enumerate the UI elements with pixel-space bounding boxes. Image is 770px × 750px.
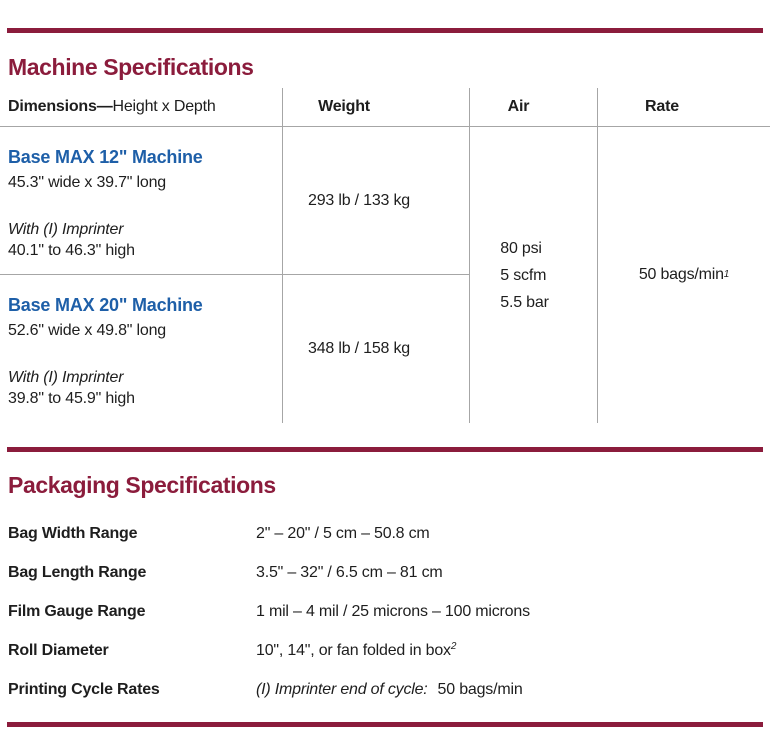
bottom-divider-rule bbox=[7, 722, 763, 727]
roll-diameter-label: Roll Diameter bbox=[8, 641, 109, 659]
column-header-rate: Rate bbox=[598, 88, 770, 127]
column-header-weight: Weight bbox=[283, 88, 470, 127]
top-divider-rule bbox=[7, 28, 763, 33]
air-cell: 80 psi 5 scfm 5.5 bar bbox=[470, 127, 598, 423]
bag-length-range-value: 3.5" – 32" / 6.5 cm – 81 cm bbox=[256, 563, 443, 581]
machine-name-max12: Base MAX 12" Machine bbox=[8, 147, 203, 167]
air-psi: 80 psi bbox=[500, 239, 542, 257]
printing-cycle-rate: 50 bags/min bbox=[437, 680, 523, 698]
air-scfm: 5 scfm bbox=[500, 266, 547, 284]
rate-header-label: Rate bbox=[645, 98, 679, 115]
column-header-air: Air bbox=[470, 88, 598, 127]
dimensions-cell-max20: Base MAX 20" Machine 52.6" wide x 49.8" … bbox=[0, 275, 283, 423]
rate-value: 50 bags/min bbox=[638, 266, 724, 283]
weight-cell-max12: 293 lb / 133 kg bbox=[283, 127, 470, 275]
air-bar: 5.5 bar bbox=[500, 293, 549, 311]
column-header-dimensions: Dimensions— Height x Depth bbox=[0, 88, 283, 127]
dimensions-header-bold: Dimensions— bbox=[8, 98, 113, 115]
packaging-row-printing-cycle: Printing Cycle Rates (I) Imprinter end o… bbox=[0, 670, 770, 709]
imprinter-height-max20: 39.8" to 45.9" high bbox=[8, 390, 135, 407]
packaging-row-film-gauge: Film Gauge Range 1 mil – 4 mil / 25 micr… bbox=[0, 592, 770, 631]
film-gauge-range-label: Film Gauge Range bbox=[8, 602, 146, 620]
packaging-spec-list: Bag Width Range 2" – 20" / 5 cm – 50.8 c… bbox=[0, 514, 770, 709]
roll-diameter-value: 10", 14", or fan folded in box2 bbox=[256, 640, 770, 660]
imprinter-height-max12: 40.1" to 46.3" high bbox=[8, 242, 135, 259]
middle-divider-rule bbox=[7, 447, 763, 452]
printing-cycle-rates-label: Printing Cycle Rates bbox=[8, 680, 160, 698]
machine-specifications-title: Machine Specifications bbox=[8, 54, 254, 80]
bag-width-range-value: 2" – 20" / 5 cm – 50.8 cm bbox=[256, 524, 430, 542]
rate-cell: 50 bags/min 1 bbox=[638, 266, 730, 283]
machine-spec-table: Dimensions— Height x Depth Weight Air Rat… bbox=[0, 88, 770, 423]
machine-name-max20: Base MAX 20" Machine bbox=[8, 295, 203, 315]
air-header-label: Air bbox=[507, 98, 530, 115]
bag-length-range-label: Bag Length Range bbox=[8, 563, 147, 581]
imprinter-note-max20: With (I) Imprinter bbox=[8, 369, 124, 386]
bag-width-range-label: Bag Width Range bbox=[8, 524, 138, 542]
air-values: 80 psi 5 scfm 5.5 bar bbox=[500, 235, 549, 316]
roll-diameter-text: 10", 14", or fan folded in box bbox=[256, 641, 451, 659]
weight-value-max20: 348 lb / 158 kg bbox=[308, 340, 410, 357]
weight-header-label: Weight bbox=[318, 98, 370, 115]
film-gauge-range-value: 1 mil – 4 mil / 25 microns – 100 microns bbox=[256, 602, 530, 620]
weight-cell-max20: 348 lb / 158 kg bbox=[283, 275, 470, 423]
roll-diameter-footnote-marker: 2 bbox=[450, 640, 457, 652]
packaging-row-bag-width: Bag Width Range 2" – 20" / 5 cm – 50.8 c… bbox=[0, 514, 770, 553]
imprinter-note-max12: With (I) Imprinter bbox=[8, 221, 124, 238]
printing-cycle-rates-value: (I) Imprinter end of cycle: 50 bags/min bbox=[256, 681, 770, 699]
weight-value-max12: 293 lb / 133 kg bbox=[308, 191, 410, 209]
packaging-row-roll-diameter: Roll Diameter 10", 14", or fan folded in… bbox=[0, 631, 770, 670]
machine-footprint-max20: 52.6" wide x 49.8" long bbox=[8, 322, 166, 339]
packaging-specifications-title: Packaging Specifications bbox=[8, 472, 276, 498]
printing-cycle-note: (I) Imprinter end of cycle: bbox=[256, 680, 428, 698]
packaging-row-bag-length: Bag Length Range 3.5" – 32" / 6.5 cm – 8… bbox=[0, 553, 770, 592]
machine-footprint-max12: 45.3" wide x 39.7" long bbox=[8, 174, 166, 191]
dimensions-header-subtext: Height x Depth bbox=[112, 98, 216, 115]
dimensions-cell-max12: Base MAX 12" Machine 45.3" wide x 39.7" … bbox=[0, 127, 283, 275]
